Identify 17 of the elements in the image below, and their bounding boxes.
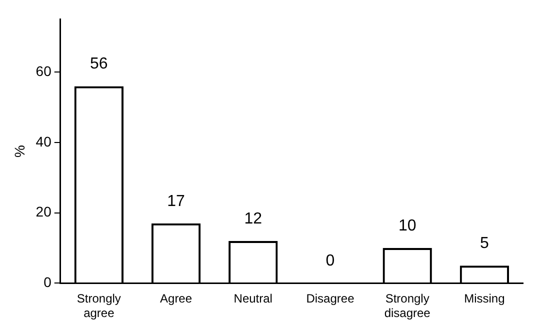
y-tick-label: 60 bbox=[36, 63, 52, 80]
x-tick-label: Disagree bbox=[306, 292, 355, 306]
data-label: 10 bbox=[398, 217, 416, 234]
data-label: 17 bbox=[167, 192, 186, 210]
x-tick-label: Strongly disagree bbox=[384, 292, 431, 320]
y-tick-label: 40 bbox=[36, 133, 52, 150]
y-tick-label: 20 bbox=[36, 204, 52, 220]
x-tick-label: Strongly agree bbox=[76, 292, 121, 320]
data-label: 5 bbox=[480, 235, 489, 252]
x-tick-label: Agree bbox=[160, 292, 192, 306]
data-label: 0 bbox=[326, 252, 335, 270]
x-tick-label: Neutral bbox=[234, 292, 272, 306]
data-label: 12 bbox=[244, 210, 262, 228]
x-tick-label: Missing bbox=[464, 292, 505, 306]
y-tick-label: 0 bbox=[44, 274, 52, 290]
y-axis-title: % bbox=[11, 145, 28, 158]
data-label: 56 bbox=[90, 56, 108, 73]
